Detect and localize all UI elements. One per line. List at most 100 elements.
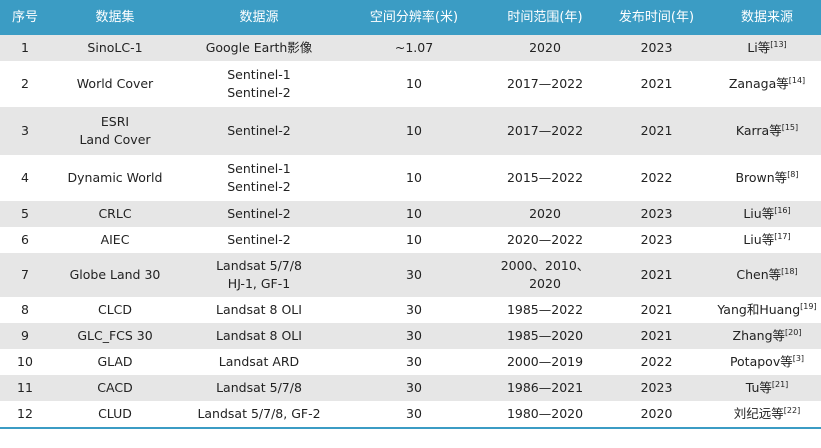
author-name: Tu等 [745, 380, 772, 395]
cell-source-line: Sentinel-2 [227, 179, 291, 194]
cell-range: 2020 [529, 206, 561, 221]
cell-dataset: SinoLC-1 [50, 39, 180, 57]
cell-dataset-line: GLAD [97, 354, 133, 369]
cell-source: Landsat 8 OLI [180, 301, 338, 319]
cell-dataset: Globe Land 30 [50, 266, 180, 284]
table-row: 11 CACD Landsat 5/7/8 30 1986—2021 2023 Tu等[21… [0, 375, 821, 401]
cell-dataset: AIEC [50, 231, 180, 249]
author-ref: [22] [783, 405, 801, 415]
cell-range: 2000—2019 [506, 354, 584, 369]
header-no: 序号 [11, 9, 38, 25]
author-ref: [8] [787, 169, 799, 179]
author-ref: [18] [781, 266, 798, 276]
cell-no: 7 [21, 267, 29, 282]
cell-dataset: CRLC [50, 205, 180, 223]
cell-source-line: Landsat 5/7/8, GF-2 [197, 406, 321, 421]
cell-author-text: Karra等[15] [736, 122, 798, 140]
cell-author: Karra等[15] [713, 122, 821, 140]
table-body: 1 SinoLC-1 Google Earth影像 ~1.07 2020 2023 Li等[… [0, 35, 821, 427]
cell-dataset-line: World Cover [76, 76, 154, 91]
cell-author: Potapov等[3] [713, 353, 821, 371]
cell-dataset-line: Dynamic World [67, 170, 163, 185]
cell-published: 2023 [640, 232, 673, 247]
table-row: 3 ESRI Land Cover Sentinel-2 10 2017—2022 2021… [0, 107, 821, 155]
cell-resolution: 10 [406, 123, 422, 138]
cell-source-line: HJ-1, GF-1 [227, 276, 291, 291]
cell-author-text: Chen等[18] [736, 266, 797, 284]
header-range: 时间范围(年) [507, 9, 583, 25]
cell-dataset-line: AIEC [100, 232, 130, 247]
cell-published: 2021 [640, 76, 673, 91]
cell-author: Liu等[16] [713, 205, 821, 223]
table-row: 8 CLCD Landsat 8 OLI 30 1985—2022 2021 Yang和Hu… [0, 297, 821, 323]
author-ref: [21] [771, 379, 789, 389]
header-author: 数据来源 [740, 9, 793, 25]
cell-range: 2017—2022 [506, 123, 584, 138]
table-bottom-rule [0, 427, 821, 429]
cell-published: 2021 [640, 328, 673, 343]
cell-no: 9 [21, 328, 29, 343]
cell-author: Li等[13] [713, 39, 821, 57]
cell-no: 10 [17, 354, 33, 369]
cell-range: 1980—2020 [506, 406, 584, 421]
cell-no: 2 [21, 76, 29, 91]
cell-author-text: Zanaga等[14] [729, 75, 805, 93]
cell-published: 2021 [640, 267, 673, 282]
author-name: 刘纪远等 [733, 406, 784, 421]
cell-source: Landsat 5/7/8 [180, 379, 338, 397]
cell-dataset-line: CLUD [98, 406, 132, 421]
cell-author-text: Yang和Huang[19] [717, 301, 816, 319]
cell-resolution: 10 [406, 206, 422, 221]
cell-resolution: 10 [406, 232, 422, 247]
cell-published: 2023 [640, 40, 673, 55]
cell-source: Landsat 5/7/8 HJ-1, GF-1 [180, 257, 338, 293]
author-name: Zhang等 [732, 328, 786, 343]
cell-source-line: Landsat ARD [218, 354, 300, 369]
header-published: 发布时间(年) [618, 9, 695, 25]
cell-resolution: ~1.07 [394, 40, 434, 55]
header-source: 数据源 [239, 9, 279, 25]
table-row: 2 World Cover Sentinel-1 Sentinel-2 10 2017—2… [0, 61, 821, 107]
cell-author-text: Zhang等[20] [733, 327, 802, 345]
header-dataset: 数据集 [95, 9, 135, 25]
table-row: 1 SinoLC-1 Google Earth影像 ~1.07 2020 2023 Li等[… [0, 35, 821, 61]
cell-resolution: 30 [406, 406, 422, 421]
author-ref: [17] [774, 231, 791, 241]
cell-source: Landsat 8 OLI [180, 327, 338, 345]
cell-source: Sentinel-1 Sentinel-2 [180, 66, 338, 102]
cell-published: 2021 [640, 302, 673, 317]
table-header: 序号 数据集 数据源 空间分辨率(米) 时间范围(年) 发布时间(年) 数据来源 [0, 0, 821, 35]
cell-no: 5 [21, 206, 29, 221]
author-name: Li等 [747, 40, 771, 55]
cell-author: Brown等[8] [713, 169, 821, 187]
author-ref: [3] [792, 353, 805, 363]
cell-resolution: 30 [406, 267, 422, 282]
cell-author-text: Brown等[8] [735, 169, 798, 187]
cell-no: 4 [21, 170, 29, 185]
author-name: Liu等 [743, 206, 775, 221]
table-row: 9 GLC_FCS 30 Landsat 8 OLI 30 1985—2020 2021 Z… [0, 323, 821, 349]
cell-author: 刘纪远等[22] [713, 405, 821, 423]
cell-dataset: GLAD [50, 353, 180, 371]
cell-resolution: 30 [406, 302, 422, 317]
cell-dataset: CLCD [50, 301, 180, 319]
cell-author-text: Tu等[21] [746, 379, 789, 397]
cell-range: 1985—2022 [506, 302, 584, 317]
table-row: 12 CLUD Landsat 5/7/8, GF-2 30 1980—2020 2020… [0, 401, 821, 427]
author-name: Zanaga等 [728, 76, 789, 91]
cell-resolution: 30 [406, 354, 422, 369]
author-name: Karra等 [735, 123, 782, 138]
cell-author: Chen等[18] [713, 266, 821, 284]
cell-source-line: Landsat 5/7/8 [216, 380, 302, 395]
author-ref: [16] [774, 205, 791, 215]
author-ref: [15] [781, 122, 799, 132]
cell-author-text: Liu等[16] [743, 205, 790, 223]
cell-dataset: World Cover [50, 75, 180, 93]
table-row: 10 GLAD Landsat ARD 30 2000—2019 2022 Potapov等… [0, 349, 821, 375]
cell-no: 1 [21, 40, 29, 55]
cell-author: Liu等[17] [713, 231, 821, 249]
cell-dataset: CACD [50, 379, 180, 397]
cell-published: 2023 [640, 206, 673, 221]
cell-source-line: Landsat 5/7/8 [216, 258, 302, 273]
cell-dataset: Dynamic World [50, 169, 180, 187]
